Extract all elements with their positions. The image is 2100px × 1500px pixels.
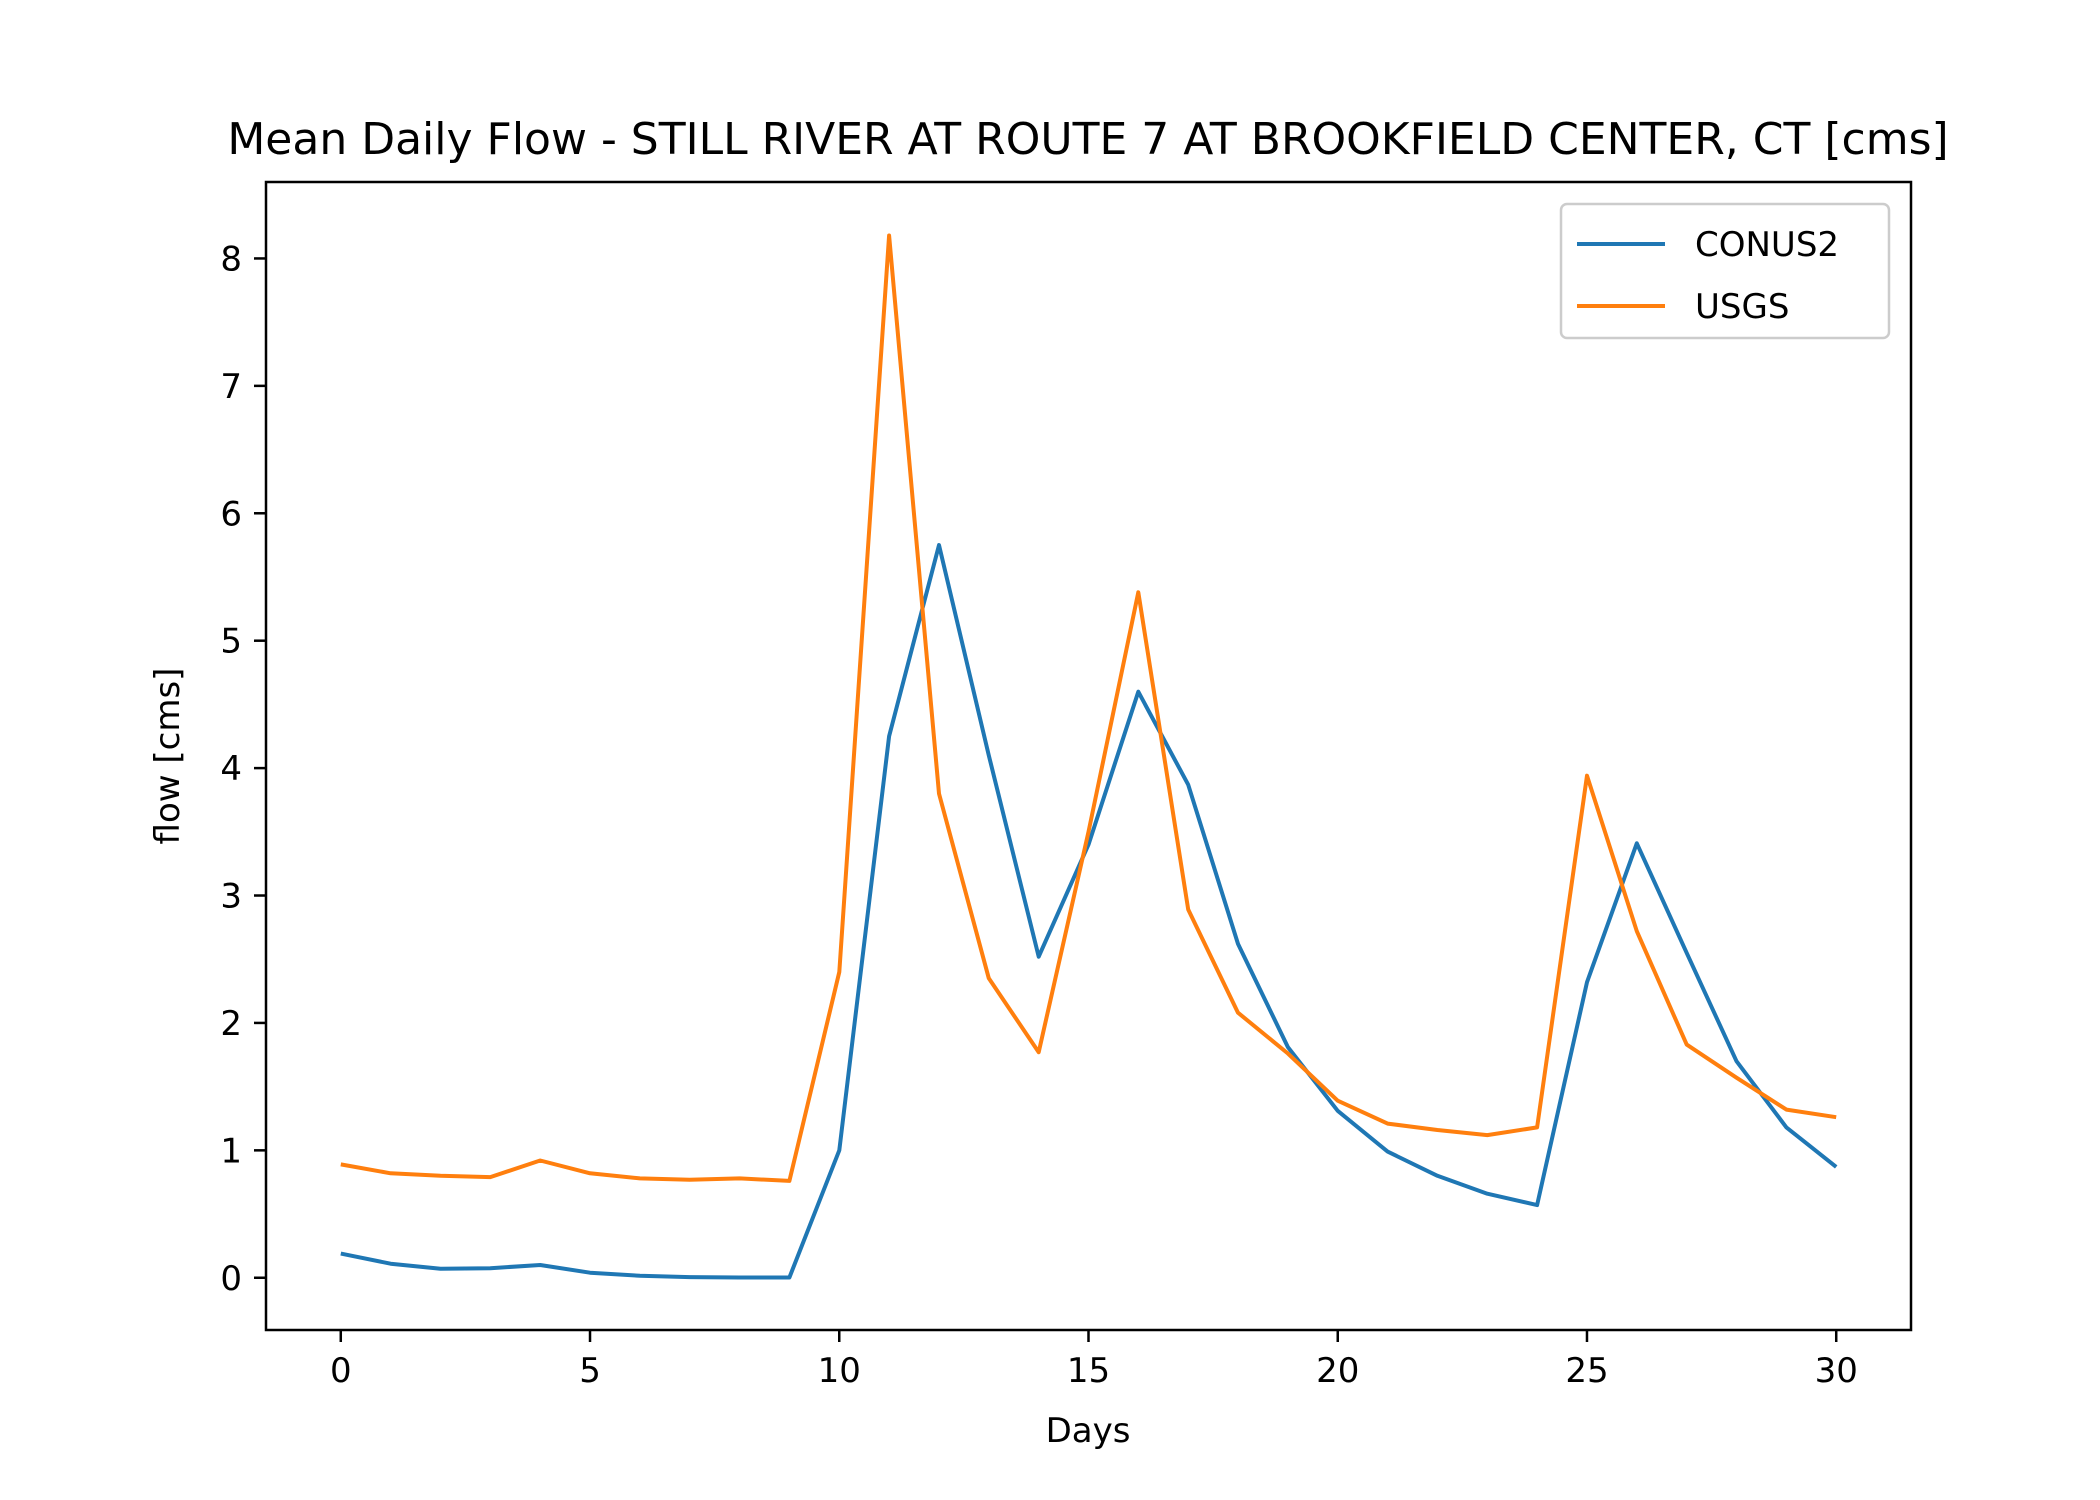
series-line-conus2 [340,543,1838,1280]
series-lines [340,233,1838,1280]
x-tick-label: 10 [818,1351,861,1391]
x-axis-label: Days [1046,1411,1131,1451]
y-tick-label: 8 [220,239,242,279]
y-tick-label: 7 [220,367,242,407]
y-tick-label: 6 [220,494,242,534]
y-axis-label: flow [cms] [148,668,188,845]
y-tick-label: 4 [220,749,242,789]
y-tick-label: 2 [220,1004,242,1044]
x-axis: 0 5 10 15 20 25 30 [330,1330,1858,1391]
y-axis: 0 1 2 3 4 5 6 7 8 [220,239,266,1299]
legend-label-conus2: CONUS2 [1695,225,1839,265]
series-line-usgs [340,233,1837,1183]
legend-label-usgs: USGS [1695,287,1789,327]
y-tick-label: 5 [220,622,242,662]
x-tick-label: 30 [1815,1351,1858,1391]
plot-area: 0 5 10 15 20 25 30 0 1 2 3 4 5 6 7 8 [220,180,1913,1391]
x-tick-label: 0 [330,1351,352,1391]
plot-frame [264,180,1913,1332]
y-tick-label: 1 [220,1131,242,1171]
chart-title: Mean Daily Flow - STILL RIVER AT ROUTE 7… [227,114,1948,165]
x-tick-label: 20 [1316,1351,1359,1391]
legend: CONUS2 USGS [1559,202,1891,340]
x-tick-label: 25 [1565,1351,1608,1391]
x-tick-label: 5 [579,1351,601,1391]
y-tick-label: 0 [220,1259,242,1299]
y-tick-label: 3 [220,877,242,917]
x-tick-label: 15 [1067,1351,1110,1391]
